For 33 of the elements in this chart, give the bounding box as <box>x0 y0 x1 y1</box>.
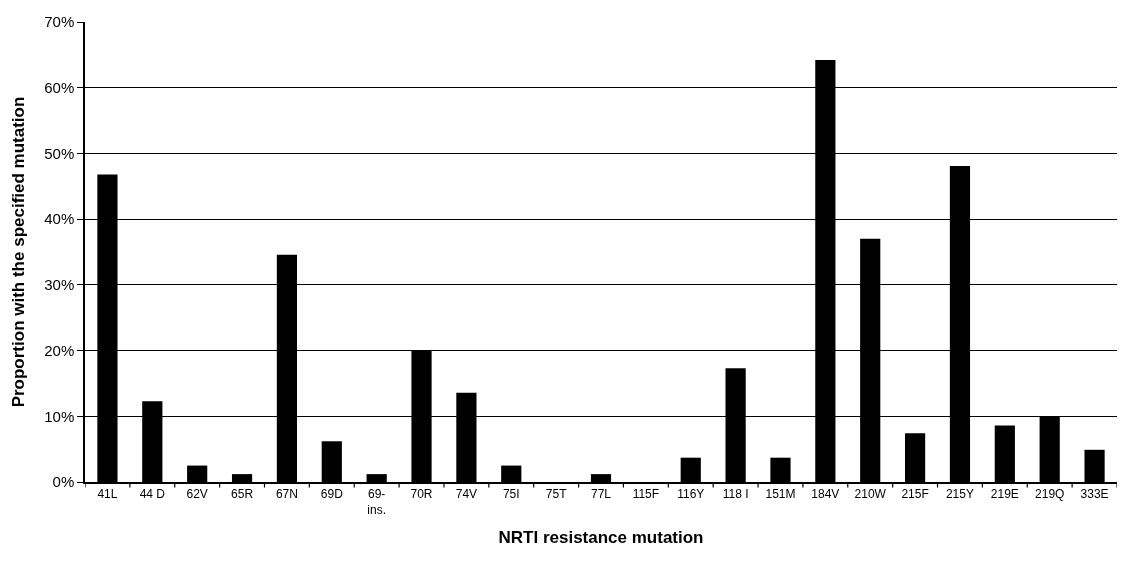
x-tick-label: 67N <box>275 487 298 502</box>
y-tick-label: 30% <box>44 276 75 294</box>
y-tick-label: 60% <box>44 78 75 96</box>
x-tick-label: 118 I <box>722 487 749 502</box>
x-tick-label: 210W <box>854 487 887 502</box>
x-tick-label: 116Y <box>677 487 705 502</box>
x-tick-label: 219E <box>990 487 1019 502</box>
x-tick-label: 41L <box>97 487 118 502</box>
x-tick-label: 69- ins. <box>367 487 386 517</box>
x-tick-label: 44 D <box>139 487 166 502</box>
y-tick-label: 10% <box>44 407 75 425</box>
x-tick-label: 219Q <box>1035 487 1065 502</box>
x-tick-label: 74V <box>455 487 478 502</box>
y-tick-label: 50% <box>44 144 75 162</box>
x-tick-label: 215Y <box>945 487 974 502</box>
x-tick-label: 69D <box>320 487 344 502</box>
y-tick-label: 20% <box>44 341 75 359</box>
x-tick-label: 151M <box>765 487 796 502</box>
y-tick-label: 40% <box>44 210 75 228</box>
x-tick-label: 75T <box>545 487 568 502</box>
x-tick-label: 215F <box>901 487 929 502</box>
x-tick-label: 333E <box>1080 487 1109 502</box>
y-tick-label: 0% <box>52 473 75 491</box>
x-tick-label: 75I <box>502 487 520 502</box>
x-tick-label: 62V <box>186 487 208 502</box>
y-axis-title: Proportion with the specified mutation <box>9 96 29 408</box>
x-tick-label: 70R <box>410 487 433 502</box>
x-tick-label: 77L <box>590 487 612 502</box>
x-tick-label: 115F <box>632 487 660 502</box>
x-tick-label: 65R <box>231 487 254 502</box>
x-axis-title: NRTI resistance mutation <box>498 527 704 547</box>
x-tick-label: 184V <box>811 487 840 502</box>
y-tick-label: 70% <box>44 13 75 31</box>
